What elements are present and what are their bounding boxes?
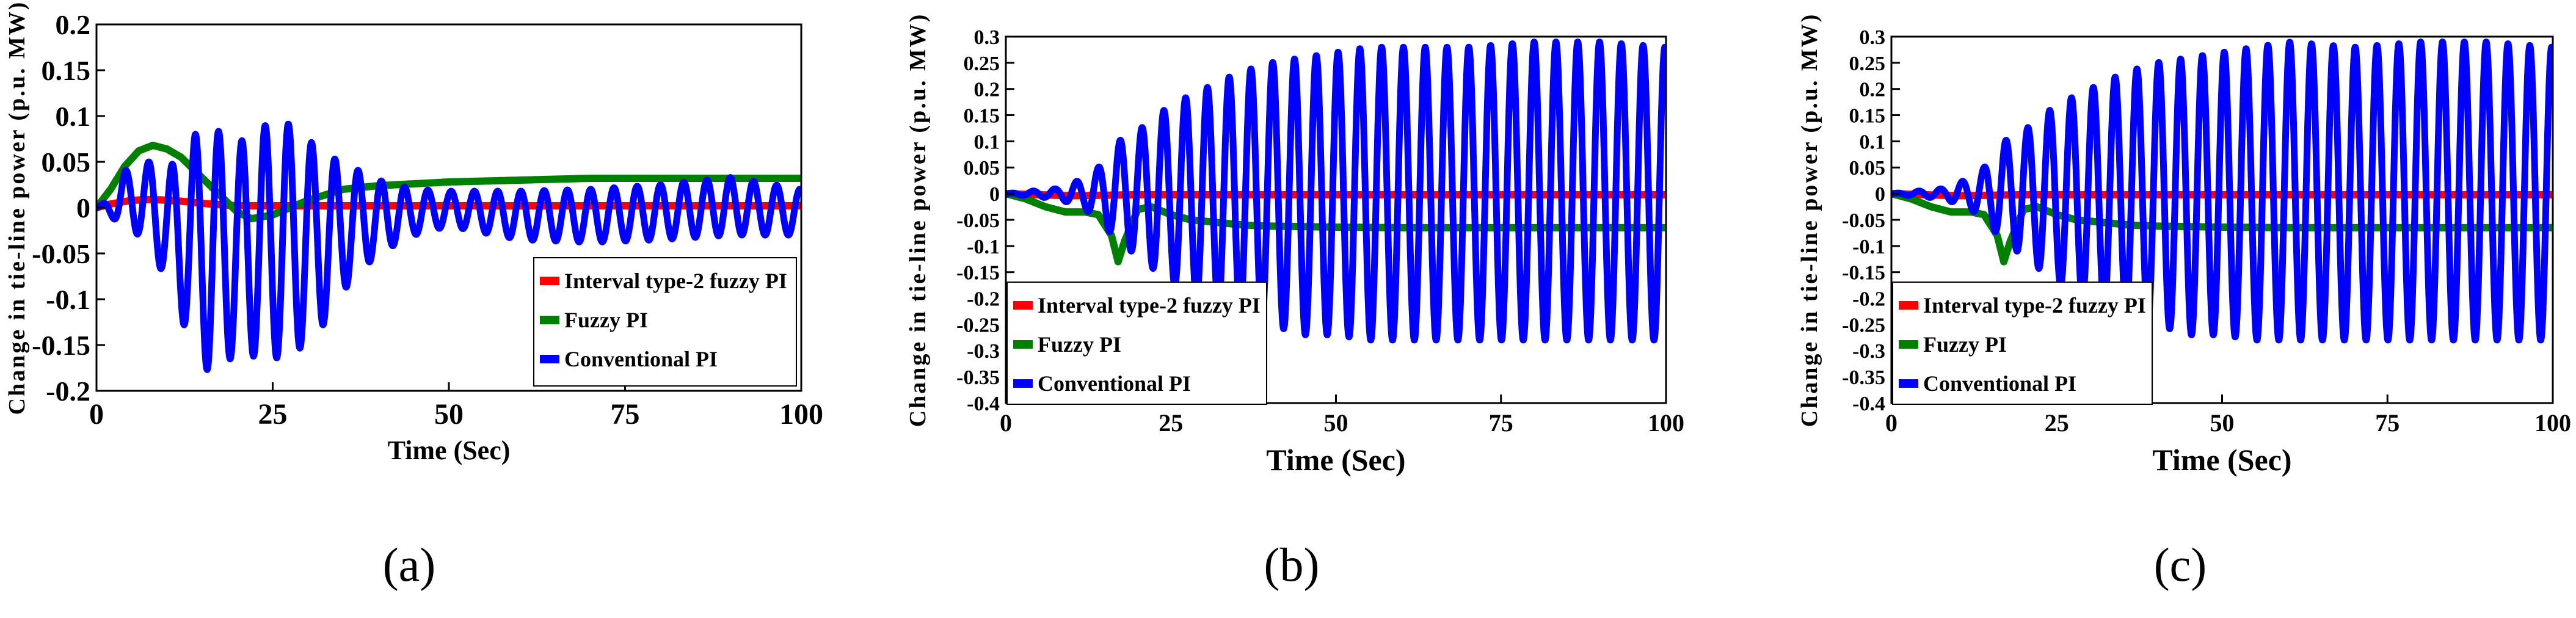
y-tick-label: 0.15 [964,104,1000,127]
panel-label-b: (b) [1264,538,1320,591]
y-tick-label: 0.1 [1860,131,1886,153]
x-tick-label: 25 [258,398,288,431]
series-line-2 [96,120,801,373]
legend-box [533,257,797,387]
legend-entry: Fuzzy PI [1923,332,2007,357]
legend-entry: Fuzzy PI [1038,332,1121,357]
y-tick-label: 0.2 [1860,79,1886,101]
y-tick-label: 0.1 [56,101,91,132]
series-line-1 [1006,190,1666,266]
y-tick-label: 0.05 [1849,157,1886,180]
x-tick-label: 50 [2210,409,2235,437]
x-tick-label: 0 [89,398,104,431]
legend: Interval type-2 fuzzy PI Fuzzy PI Conventi… [1006,282,1267,405]
x-tick-label: 25 [1159,409,1183,437]
legend-entry: Conventional PI [1038,371,1191,396]
y-tick-label: -0.15 [956,262,1000,285]
x-axis-label: Time (Sec) [2152,443,2291,477]
y-tick-label: 0.05 [964,157,1000,180]
y-tick-label: 0.25 [964,53,1000,75]
y-tick-label: 0.15 [42,55,91,86]
y-tick-label: -0.3 [967,340,1000,363]
y-tick-label: 0.15 [1849,104,1886,127]
y-tick-label: 0.3 [974,26,1000,49]
y-tick-label: 0.3 [1860,26,1886,49]
y-tick-label: -0.2 [46,376,90,407]
y-tick-label: -0.35 [956,366,1000,389]
y-tick-label: 0.2 [56,9,91,40]
x-tick-label: 100 [779,398,823,431]
series-line-2 [1891,38,2553,344]
x-tick-label: 0 [1000,409,1012,437]
y-tick-label: -0.4 [967,393,1000,415]
y-tick-label: -0.2 [1852,288,1885,310]
chart-panel-2: 0 25 50 75 100 0.3 0.25 0.2 0.15 0.1 0.05 0 -0.05 -0.… [1797,13,2571,477]
x-tick-label: 50 [1324,409,1348,437]
y-tick-label: 0.1 [974,131,1000,153]
y-axis-label: Change in tie-line power (p.u. MW) [1797,13,1822,427]
y-tick-label: 0 [76,192,90,224]
x-tick-label: 25 [2045,409,2069,437]
y-axis-label: Change in tie-line power (p.u. MW) [4,1,30,415]
y-tick-label: 0.25 [1849,53,1886,75]
y-tick-label: 0.05 [42,147,91,178]
x-tick-label: 75 [1489,409,1513,437]
panel-label-c: (c) [2153,538,2207,591]
y-tick-label: -0.1 [46,284,90,315]
y-axis-label: Change in tie-line power (p.u. MW) [905,13,931,427]
y-tick-label: -0.35 [1842,366,1885,389]
y-tick-label: 0.2 [974,79,1000,101]
y-tick-label: -0.2 [967,288,1000,310]
legend-entry: Interval type-2 fuzzy PI [1038,293,1261,318]
y-tick-label: -0.05 [956,209,1000,232]
y-tick-label: -0.25 [1842,314,1885,336]
y-tick-label: 0 [1875,183,1885,206]
panel-label-a: (a) [382,538,436,591]
y-tick-label: -0.05 [1842,209,1885,232]
y-tick-label: -0.1 [1852,236,1885,258]
y-tick-label: -0.25 [956,314,1000,336]
x-tick-label: 100 [1648,409,1684,437]
legend: Interval type-2 fuzzy PI Fuzzy PI Conventi… [1892,282,2153,405]
legend-entry: Conventional PI [564,347,718,371]
x-axis-label: Time (Sec) [388,435,511,465]
legend-box [1892,282,2153,405]
y-tick-label: -0.15 [32,330,90,361]
series-line-1 [1891,190,2553,266]
y-tick-label: -0.15 [1842,262,1885,285]
x-tick-label: 50 [434,398,464,431]
legend-entry: Interval type-2 fuzzy PI [1923,293,2146,318]
y-tick-label: -0.3 [1852,340,1885,363]
x-tick-label: 75 [2375,409,2400,437]
y-tick-label: -0.1 [967,236,1000,258]
y-tick-label: -0.05 [32,238,90,269]
x-tick-label: 0 [1885,409,1897,437]
x-axis-label: Time (Sec) [1266,443,1405,477]
legend-box [1006,282,1267,405]
x-tick-label: 75 [611,398,640,431]
chart-panel-1: 0 25 50 75 100 0.3 0.25 0.2 0.15 0.1 0.05 0 -0.05 -0.… [905,13,1684,477]
legend-entry: Fuzzy PI [564,308,648,332]
legend: Interval type-2 fuzzy PI Fuzzy PI Conventi… [533,257,797,387]
y-tick-label: -0.4 [1852,393,1885,415]
legend-entry: Interval type-2 fuzzy PI [564,269,787,293]
legend-entry: Conventional PI [1923,371,2076,396]
x-tick-label: 100 [2534,409,2571,437]
y-tick-label: 0 [989,183,1000,206]
series-line-2 [1006,38,1666,344]
chart-panel-0: 0 25 50 75 100 0.2 0.15 0.1 0.05 0 -0.05 -0.1 -0.15 -… [4,1,823,465]
